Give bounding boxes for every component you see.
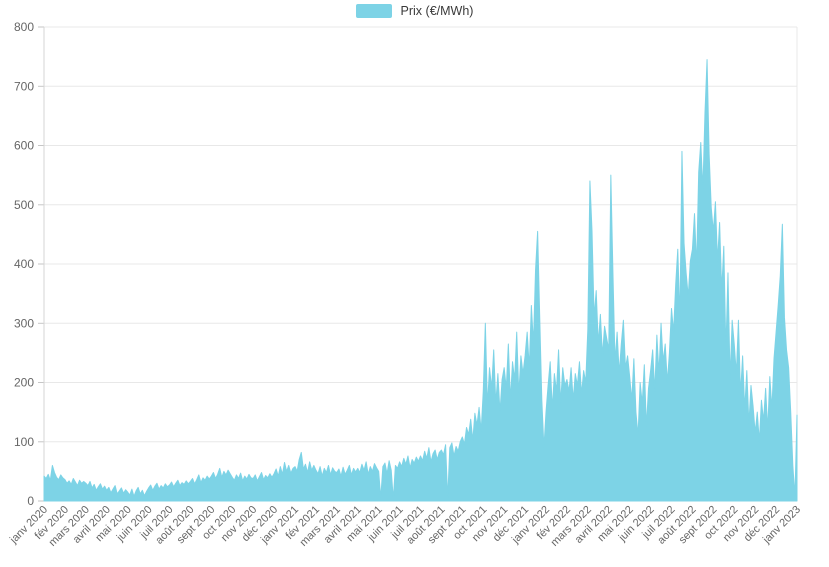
y-axis-label: 400 (14, 257, 34, 271)
y-axis-label: 600 (14, 139, 34, 153)
area-series-prix (43, 59, 798, 502)
y-axis-label: 500 (14, 198, 34, 212)
legend: Prix (€/MWh) (0, 4, 829, 18)
legend-swatch-icon (355, 4, 392, 18)
legend-label: Prix (€/MWh) (400, 4, 474, 18)
y-axis-label: 200 (14, 376, 34, 390)
y-axis-label: 100 (14, 435, 34, 449)
y-axis-label: 300 (14, 316, 34, 330)
legend-item-prix[interactable]: Prix (€/MWh) (355, 4, 474, 18)
y-axis-label: 700 (14, 79, 34, 93)
y-axis-label: 800 (14, 20, 34, 34)
y-axis-label: 0 (27, 494, 34, 508)
